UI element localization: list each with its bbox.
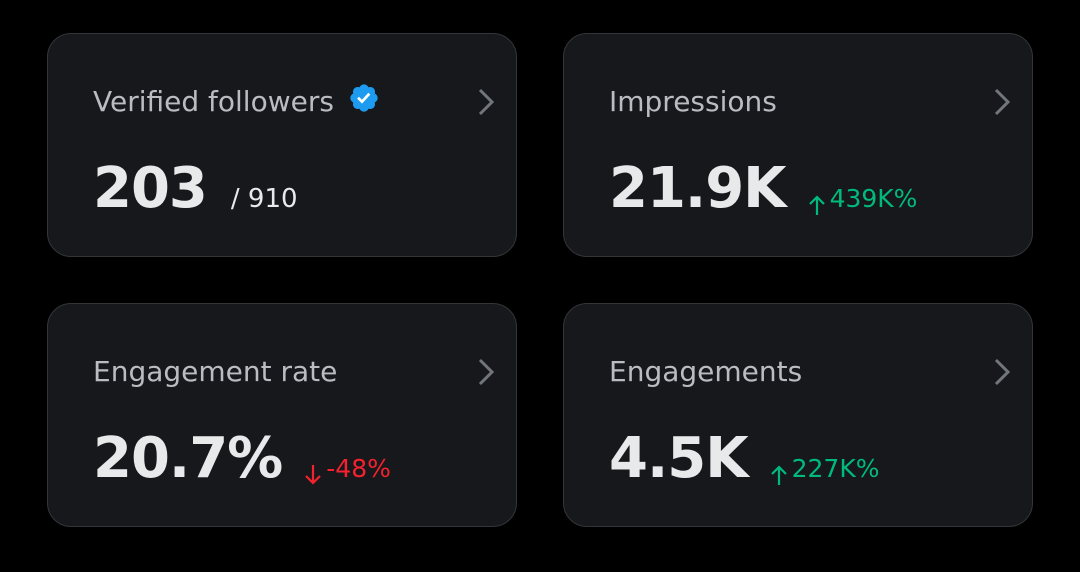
stat-card[interactable]: Engagements 4.5K 227K% [563,303,1033,527]
card-title-row: Impressions [609,82,777,120]
stat-value: 203 [93,156,208,221]
value-row: 4.5K 227K% [609,426,879,491]
card-title: Impressions [609,84,777,118]
value-row: 20.7% -48% [93,426,391,491]
card-title-row: Engagements [609,352,802,390]
card-title-row: Engagement rate [93,352,337,390]
card-title: Engagement rate [93,354,338,388]
card-title: Verified followers [93,84,334,118]
stat-change: 439K% [808,184,918,215]
stat-value: 4.5K [609,426,749,491]
stat-value: 20.7% [93,426,283,491]
stat-card[interactable]: Engagement rate 20.7% -48% [47,303,517,527]
stat-card[interactable]: Impressions 21.9K 439K% [563,33,1033,257]
stat-change: 227K% [770,454,880,485]
change-text: -48% [326,454,391,483]
value-row: 21.9K 439K% [609,156,917,221]
stat-card[interactable]: Verified followers 203 / 910 [47,33,517,257]
value-row: 203 / 910 [93,156,298,221]
stat-value: 21.9K [609,156,787,221]
change-text: 227K% [791,454,880,483]
card-title: Engagements [609,354,803,388]
change-text: 439K% [829,184,918,213]
stat-total: / 910 [230,184,298,214]
verified-badge [334,82,380,121]
card-title-row: Verified followers [93,82,380,120]
stat-change: -48% [304,454,391,485]
